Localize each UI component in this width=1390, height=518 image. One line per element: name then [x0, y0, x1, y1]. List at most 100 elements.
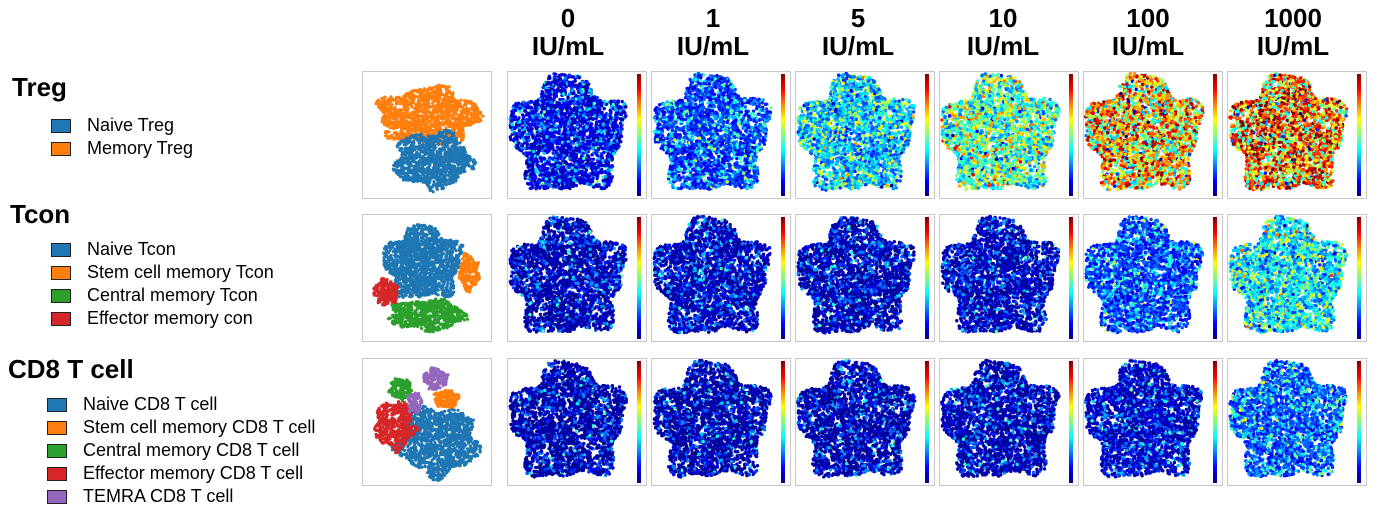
dose-label: 10 [933, 4, 1073, 32]
heatmap-plot [796, 72, 929, 196]
legend-label: Naive Treg [87, 115, 174, 136]
legend-label: TEMRA CD8 T cell [83, 486, 233, 507]
heatmap-points [652, 215, 772, 335]
heatmap-plot [652, 215, 785, 339]
heatmap-plot [1084, 72, 1217, 196]
heatmap-points [652, 72, 773, 191]
heatmap-points [508, 359, 628, 479]
cluster-points [387, 297, 470, 334]
cluster-points [387, 377, 414, 403]
legend-item: TEMRA CD8 T cell [47, 485, 315, 508]
dose-label: 5 [788, 4, 928, 32]
swatch [47, 466, 67, 481]
legend-label: Central memory Tcon [87, 285, 258, 306]
legend-label: Stem cell memory CD8 T cell [83, 417, 315, 438]
heatmap-panel-1-3 [939, 214, 1079, 342]
heatmap-panel-1-1 [651, 214, 791, 342]
heatmap-panel-2-1 [651, 358, 791, 486]
legend-item: Memory Treg [51, 137, 193, 160]
heatmap-panel-2-0 [507, 358, 647, 486]
cluster-points [373, 400, 420, 455]
heatmap-plot [1228, 359, 1361, 483]
heatmap-points [940, 215, 1061, 334]
heatmap-panel-2-5 [1227, 358, 1367, 486]
colorbar [781, 74, 785, 196]
colorbar [1069, 74, 1073, 196]
colorbar [1213, 361, 1217, 483]
legend-tcon: Naive Tcon Stem cell memory Tcon Central… [51, 238, 274, 330]
heatmap-plot [1228, 215, 1361, 339]
legend-item: Stem cell memory Tcon [51, 261, 274, 284]
unit-label: IU/mL [788, 32, 928, 60]
unit-label: IU/mL [933, 32, 1073, 60]
heatmap-plot [940, 72, 1073, 196]
swatch [51, 288, 71, 303]
cluster-map-1 [362, 214, 492, 342]
heatmap-plot [940, 359, 1073, 483]
heatmap-plot [1228, 72, 1361, 196]
colorbar [637, 361, 641, 483]
colorbar [925, 217, 929, 339]
legend-item: Effector memory CD8 T cell [47, 462, 315, 485]
colorbar [1357, 74, 1361, 196]
heatmap-panel-0-4 [1083, 71, 1223, 199]
colorbar [781, 217, 785, 339]
heatmap-panel-2-2 [795, 358, 935, 486]
legend-item: Naive Treg [51, 114, 193, 137]
heatmap-points [796, 359, 917, 479]
swatch [51, 118, 71, 133]
heatmap-plot [796, 215, 929, 339]
swatch [51, 265, 71, 280]
legend-label: Effector memory con [87, 308, 253, 329]
heatmap-plot [796, 359, 929, 483]
colorbar [1213, 74, 1217, 196]
legend-treg: Naive Treg Memory Treg [51, 114, 193, 160]
cluster-points [406, 391, 424, 415]
heatmap-plot [1084, 215, 1217, 339]
heatmap-points [796, 215, 916, 335]
colorbar [1069, 361, 1073, 483]
legend-label: Central memory CD8 T cell [83, 440, 299, 461]
cluster-points [382, 223, 465, 299]
legend-label: Memory Treg [87, 138, 193, 159]
column-header-1: 1 IU/mL [643, 4, 783, 60]
colorbar [1357, 217, 1361, 339]
heatmap-points [1084, 215, 1205, 334]
heatmap-panel-1-4 [1083, 214, 1223, 342]
legend-label: Naive CD8 T cell [83, 394, 217, 415]
legend-label: Stem cell memory Tcon [87, 262, 274, 283]
legend-item: Naive Tcon [51, 238, 274, 261]
unit-label: IU/mL [643, 32, 783, 60]
heatmap-points [796, 72, 916, 192]
legend-item: Effector memory con [51, 307, 274, 330]
legend-label: Naive Tcon [87, 239, 176, 260]
unit-label: IU/mL [1078, 32, 1218, 60]
heatmap-points [1084, 359, 1203, 479]
column-header-2: 5 IU/mL [788, 4, 928, 60]
swatch [51, 242, 71, 257]
legend-cd8: Naive CD8 T cell Stem cell memory CD8 T … [47, 393, 315, 508]
heatmap-points [940, 359, 1061, 478]
heatmap-panel-0-0 [507, 71, 647, 199]
heatmap-panel-1-2 [795, 214, 935, 342]
heatmap-plot [508, 72, 641, 196]
cluster-points [391, 128, 478, 194]
column-header-5: 1000 IU/mL [1223, 4, 1363, 60]
cluster-points [372, 277, 400, 307]
group-title-treg: Treg [12, 72, 67, 102]
legend-item: Central memory CD8 T cell [47, 439, 315, 462]
colorbar [1213, 217, 1217, 339]
colorbar [781, 361, 785, 483]
dose-label: 1000 [1223, 4, 1363, 32]
heatmap-plot [1084, 359, 1217, 483]
colorbar [637, 74, 641, 196]
heatmap-points [508, 72, 628, 191]
colorbar [637, 217, 641, 339]
heatmap-panel-2-4 [1083, 358, 1223, 486]
heatmap-points [1084, 72, 1205, 192]
legend-item: Central memory Tcon [51, 284, 274, 307]
legend-item: Naive CD8 T cell [47, 393, 315, 416]
column-header-3: 10 IU/mL [933, 4, 1073, 60]
heatmap-plot [652, 72, 785, 196]
heatmap-plot [652, 359, 785, 483]
